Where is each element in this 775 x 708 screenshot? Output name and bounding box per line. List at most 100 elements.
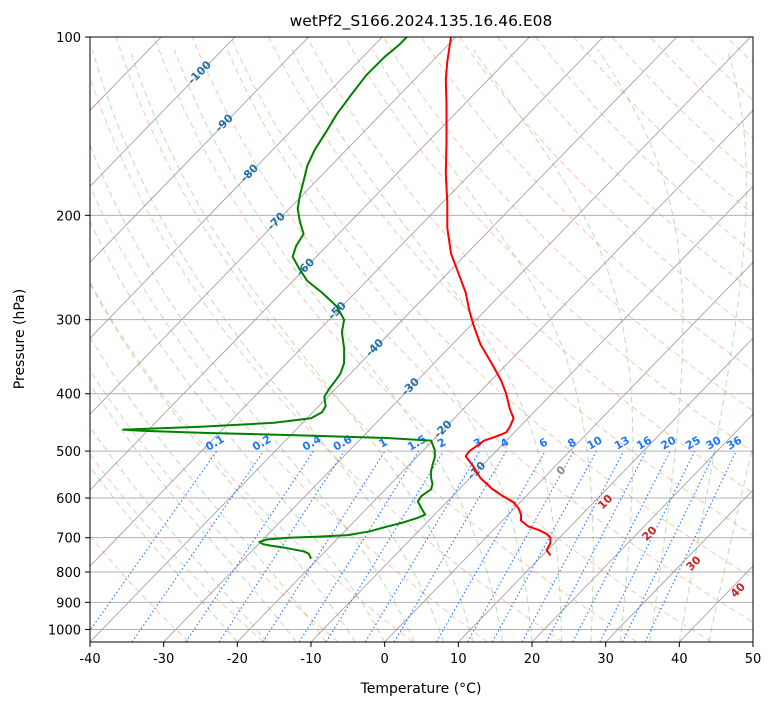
moist-adiabat-line — [708, 443, 753, 642]
moist-adiabat-line — [291, 49, 562, 642]
y-tick-label: 400 — [56, 388, 81, 403]
mixing-ratio-label: 36 — [724, 433, 744, 452]
dry-adiabat-line — [90, 535, 190, 642]
y-tick-label: 500 — [56, 445, 81, 460]
moist-adiabat-line — [473, 49, 634, 642]
moist-adiabat-line — [92, 49, 445, 642]
x-tick-label: 40 — [671, 652, 688, 667]
moist-adiabat-line — [372, 49, 594, 642]
moist-adiabat-line — [90, 220, 386, 642]
dry-adiabat-line — [497, 37, 753, 293]
dry-adiabat-line — [191, 37, 753, 623]
y-tick-label: 800 — [56, 566, 81, 581]
mixing-ratio-line — [545, 450, 647, 642]
mixing-ratio-line — [491, 450, 597, 642]
mixing-ratio-line — [262, 450, 386, 642]
mixing-ratio-label: 10 — [585, 433, 605, 452]
mixing-ratio-label: 1.5 — [405, 433, 428, 454]
chart-title: wetPf2_S166.2024.135.16.46.E08 — [290, 12, 553, 31]
dry-adiabat-line — [420, 37, 753, 372]
isotherm-line — [752, 641, 753, 642]
y-tick-label: 900 — [56, 596, 81, 611]
moist-adiabat-line — [90, 383, 297, 642]
moist-adiabat-line — [678, 49, 747, 642]
mixing-ratio-line — [572, 450, 671, 642]
dry-adiabat-line — [90, 281, 414, 642]
mixing-ratio-line — [393, 450, 507, 642]
y-axis-title: Pressure (hPa) — [12, 289, 28, 389]
isotherm-line — [605, 489, 753, 642]
dry-adiabat-line — [649, 37, 753, 139]
wetbulb-label: 30 — [684, 553, 704, 573]
mixing-ratio-label: 0.1 — [203, 433, 226, 454]
moist-adiabat-line — [90, 143, 415, 642]
x-tick-label: 30 — [597, 652, 614, 667]
line-labels: -100-90-80-70-60-50-40-30-20-100.1 0.2 0.4… — [185, 58, 748, 600]
moist-adiabat-line — [90, 426, 268, 642]
dry-adiabat-line — [90, 185, 488, 642]
mixing-ratio-line — [364, 450, 481, 642]
moist-adiabat-line — [90, 336, 327, 642]
isotherm-line — [90, 37, 530, 491]
mixing-ratio-label: 16 — [634, 433, 654, 452]
wetbulb-label: 0 — [554, 463, 569, 478]
mixing-ratio-line — [131, 450, 265, 642]
y-tick-label: 100 — [56, 31, 81, 46]
isotherm-line — [90, 37, 457, 415]
x-tick-label: 0 — [381, 652, 389, 667]
isotherm-line — [90, 37, 678, 642]
temperature-trace — [444, 37, 552, 556]
y-tick-label: 200 — [56, 209, 81, 224]
x-axis: -40 -30 -20 -10 0 10 20 30 40 50 — [79, 642, 761, 667]
dry-adiabat-line — [90, 453, 264, 642]
isotherm-line — [310, 185, 753, 642]
moist-adiabat-line — [90, 282, 356, 642]
background-lines — [90, 37, 775, 642]
y-axis: 1000 900 800 700 600 500 400 300 200 100 — [48, 31, 90, 638]
moist-adiabat-line — [129, 49, 474, 642]
isotherm-line — [90, 37, 236, 187]
mixing-ratio-label: 2 — [435, 436, 448, 451]
mixing-ratio-line — [435, 450, 546, 642]
mixing-ratio-line — [599, 450, 696, 642]
isotherm-line — [531, 413, 753, 642]
x-tick-label: -10 — [300, 652, 321, 667]
isotherm-line — [90, 37, 383, 339]
isotherm-line — [90, 37, 604, 567]
wetbulb-label: 20 — [639, 523, 659, 543]
x-tick-label: -20 — [227, 652, 248, 667]
x-tick-label: -40 — [79, 652, 100, 667]
mixing-ratio-line — [521, 450, 625, 642]
mixing-ratio-label: 0.2 — [250, 433, 273, 454]
moist-adiabat-line — [90, 466, 238, 642]
profile-traces — [122, 37, 552, 560]
dry-adiabat-line — [765, 37, 775, 642]
plot-frame — [89, 36, 754, 643]
mixing-ratio-line — [467, 450, 575, 642]
moist-adiabat-line — [226, 49, 533, 642]
wetbulb-label: 40 — [728, 580, 748, 600]
dry-adiabat-line — [90, 369, 339, 642]
isotherm-line — [384, 261, 753, 642]
isotherm-line — [237, 109, 753, 642]
mixing-ratio-line — [621, 450, 716, 642]
moist-adiabat-line — [173, 49, 503, 642]
dry-adiabat-line — [688, 37, 753, 102]
dry-adiabat-line — [115, 37, 638, 642]
dry-adiabat-line — [726, 37, 753, 64]
mixing-ratio-line — [90, 450, 218, 632]
y-tick-label: 1000 — [48, 623, 81, 638]
x-axis-title: Temperature (°C) — [360, 681, 482, 697]
isotherm-line — [458, 337, 753, 642]
x-tick-label: 50 — [745, 652, 762, 667]
y-tick-label: 700 — [56, 532, 81, 547]
mixing-ratio-label: 30 — [704, 433, 724, 452]
mixing-ratio-label: 25 — [683, 434, 703, 453]
x-tick-label: 20 — [524, 652, 541, 667]
dry-adiabat-line — [90, 75, 563, 642]
mixing-ratio-line — [298, 450, 420, 642]
mixing-ratio-label: 6 — [537, 435, 550, 450]
mixing-ratio-line — [325, 450, 444, 642]
dewpoint-trace — [122, 37, 436, 560]
